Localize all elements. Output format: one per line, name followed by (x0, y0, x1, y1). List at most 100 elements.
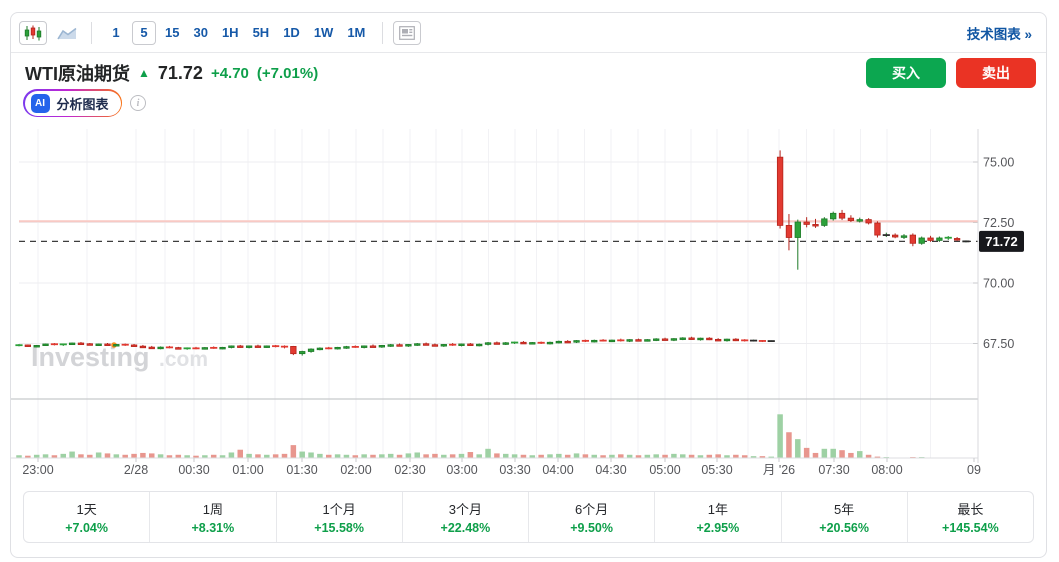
volume-bar (255, 454, 261, 458)
timeframe-button-15[interactable]: 15 (165, 25, 180, 40)
candle-doji (210, 346, 218, 349)
candle-body (422, 343, 430, 346)
volume-bar (485, 448, 491, 458)
candle-doji (749, 339, 758, 342)
candle-body (369, 345, 377, 348)
timeframe-button-5[interactable]: 5 (132, 20, 156, 45)
candle-doji (617, 339, 625, 342)
x-axis-label: 00:30 (178, 463, 209, 477)
grid-lines (19, 129, 978, 458)
volume-bar (609, 454, 615, 458)
candle-doji (962, 240, 970, 243)
candle-doji (59, 343, 67, 346)
timeframe-button-1w[interactable]: 1W (313, 25, 334, 40)
news-panel-button[interactable] (393, 20, 422, 45)
volume-bar (786, 432, 792, 458)
candle-doji (944, 236, 952, 239)
candle-body (785, 225, 793, 238)
y-axis-label: 75.00 (983, 156, 1014, 170)
volume-bar (272, 454, 279, 458)
candle-body (201, 347, 209, 350)
volume-bar (414, 452, 420, 458)
timeframe-button-1h[interactable]: 1H (221, 25, 239, 40)
timeframe-button-1[interactable]: 1 (112, 25, 120, 40)
buy-button[interactable]: 买入 (866, 58, 946, 88)
candle-body (564, 340, 571, 344)
candle-doji (537, 341, 545, 344)
candle-body (113, 344, 120, 347)
volume-bar (697, 455, 704, 458)
volume-bar (529, 455, 536, 458)
volume-bar (184, 455, 190, 458)
volume-bar (494, 453, 500, 458)
sell-button[interactable]: 卖出 (956, 58, 1036, 88)
x-axis-label: 03:30 (499, 463, 530, 477)
candlestick-chart-button[interactable] (19, 20, 47, 45)
candle-doji (280, 345, 289, 348)
candles-layer (15, 150, 970, 356)
candle-doji (272, 345, 280, 348)
candle-doji (741, 339, 749, 342)
candle-body (95, 343, 102, 346)
volume-bar (626, 454, 633, 458)
candle-body (626, 339, 633, 342)
timeframe-button-1m[interactable]: 1M (347, 25, 366, 40)
candle-body (644, 339, 651, 342)
candle-body (776, 156, 784, 226)
volume-bar (343, 454, 350, 458)
volume-bar (78, 454, 84, 458)
candle-body (440, 344, 447, 347)
volume-bar (520, 454, 527, 458)
ai-analyze-chart-button[interactable]: AI 分析图表 (23, 89, 123, 117)
price-chart[interactable]: 75.00 72.50 70.00 67.50 Investing .com 23:00 2/… (11, 121, 1046, 489)
performance-period-label: 1周 (202, 502, 223, 517)
candle-doji (882, 234, 890, 236)
candle-body (706, 337, 713, 341)
timeframe-button-5h[interactable]: 5H (252, 25, 270, 40)
candle-body (821, 218, 828, 226)
volume-bar (741, 455, 748, 458)
candle-body (608, 339, 616, 343)
volume-bar (405, 453, 412, 458)
candle-body (697, 337, 704, 341)
x-axis-label: 02:00 (340, 463, 371, 477)
volume-bar (237, 449, 243, 458)
trade-buttons: 买入 卖出 (866, 58, 1036, 88)
technical-chart-link[interactable]: 技术图表 » (966, 26, 1032, 42)
volume-bar (210, 454, 217, 458)
volume-bar (396, 454, 403, 458)
volume-bar (317, 453, 323, 458)
candle-body (219, 346, 226, 350)
volume-bar (352, 455, 359, 458)
timeframe-button-1d[interactable]: 1D (283, 25, 300, 40)
volume-bar (812, 452, 819, 458)
x-axis-label: 08:00 (871, 463, 902, 477)
performance-cell-1年: 1年 +2.95% (654, 492, 780, 542)
candle-body (316, 347, 324, 351)
candle-body (847, 217, 855, 221)
candle-body (918, 237, 925, 244)
x-axis-label: 01:00 (232, 463, 263, 477)
x-axis-label: 07:30 (818, 463, 849, 477)
candle-body (77, 342, 85, 346)
line-chart-button[interactable] (53, 21, 81, 45)
volume-bar (281, 453, 288, 458)
candle-body (290, 346, 297, 355)
volume-bar (16, 455, 22, 458)
performance-percent-value: +9.50% (570, 521, 613, 535)
volume-bar (449, 454, 456, 458)
volume-bar (830, 448, 836, 458)
performance-cell-1天: 1天 +7.04% (24, 492, 149, 542)
candle-body (874, 222, 881, 236)
volume-bar (564, 454, 571, 458)
candle-doji (449, 343, 457, 346)
candle-body (502, 342, 509, 345)
volume-bar (635, 455, 642, 458)
x-axis-label: 04:00 (542, 463, 573, 477)
volume-bar (865, 454, 872, 458)
info-icon[interactable]: i (130, 95, 147, 111)
volume-bar (821, 448, 828, 458)
timeframe-button-30[interactable]: 30 (193, 25, 208, 40)
performance-period-label: 5年 (834, 502, 855, 517)
candle-body (237, 345, 244, 348)
